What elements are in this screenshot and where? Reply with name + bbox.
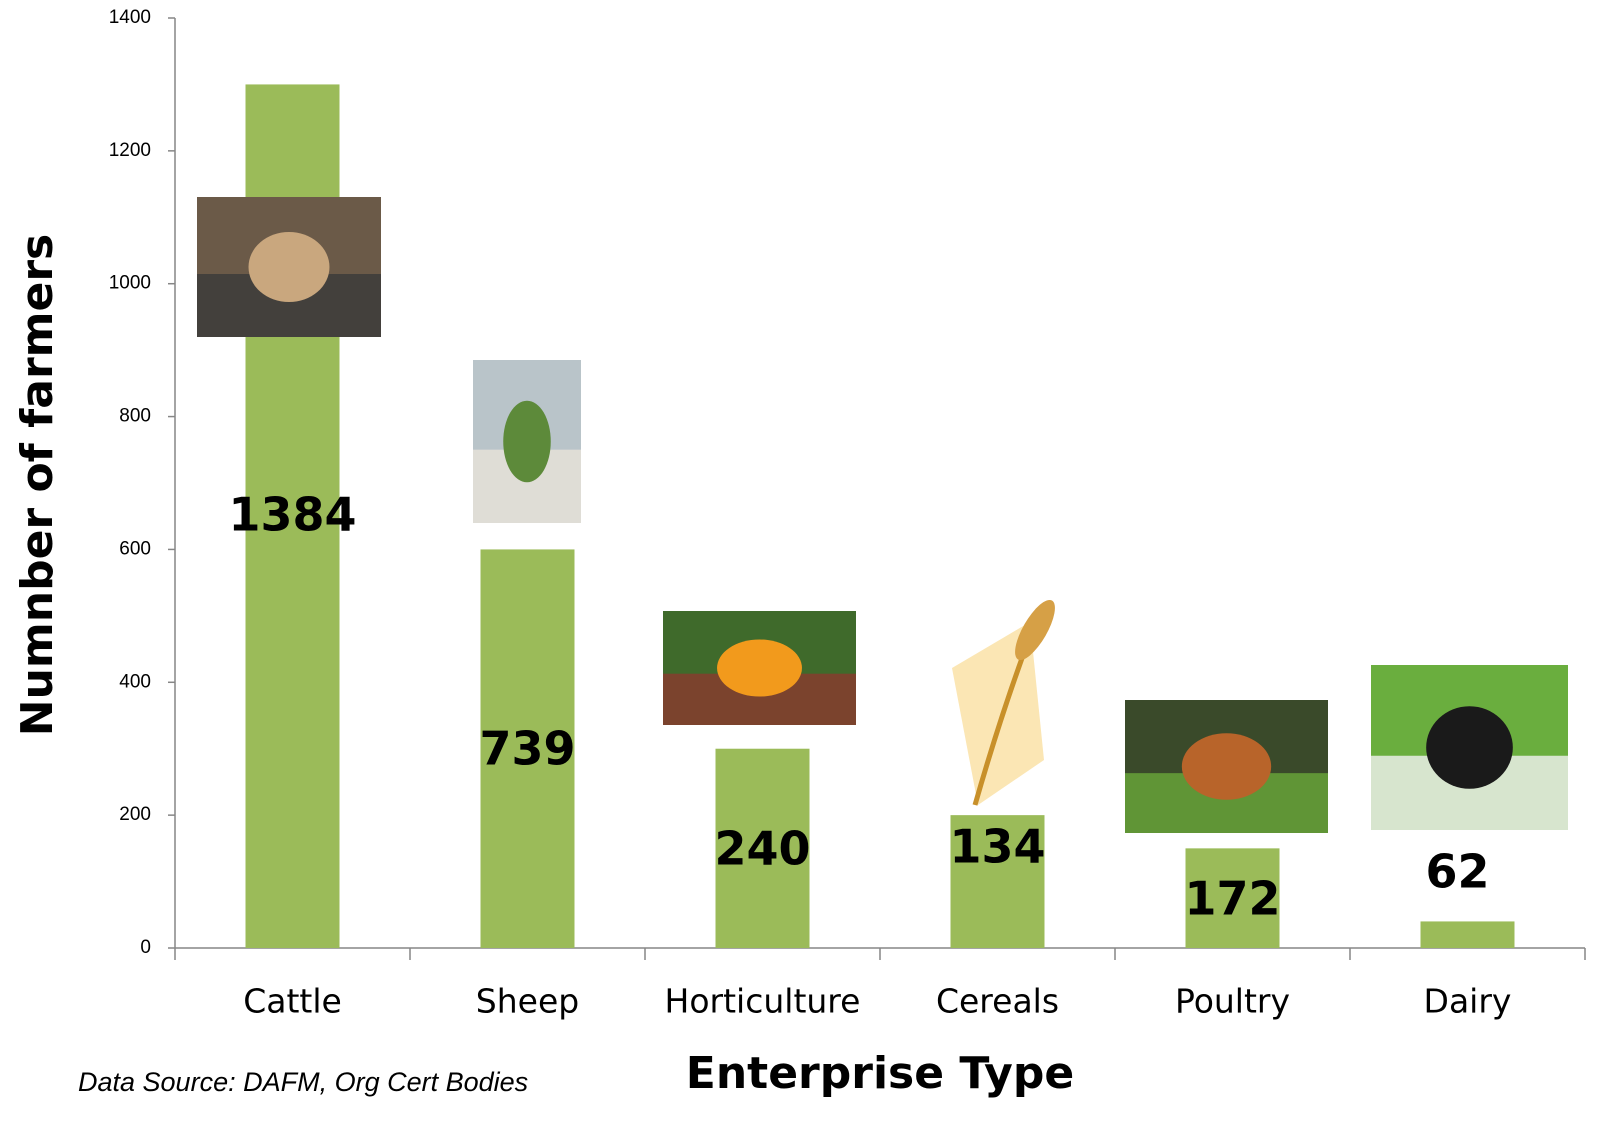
x-tick-label: Cattle <box>243 982 342 1021</box>
x-tick-label: Dairy <box>1424 982 1512 1021</box>
x-tick-label: Horticulture <box>665 982 861 1021</box>
picture <box>473 360 581 523</box>
picture-subject <box>503 401 551 483</box>
picture-subject <box>1426 706 1513 789</box>
annotation: 172 <box>1184 872 1280 926</box>
annotation: 1384 <box>228 488 356 542</box>
picture <box>1125 700 1328 833</box>
annotation: 62 <box>1425 845 1489 899</box>
y-tick-label: 800 <box>119 406 151 427</box>
x-axis-title: Enterprise Type <box>686 1048 1074 1099</box>
picture-subject <box>1182 733 1271 800</box>
x-tick-label: Cereals <box>936 982 1059 1021</box>
annotation: 134 <box>949 820 1045 874</box>
picture-subject <box>249 232 330 302</box>
picture <box>1371 665 1568 830</box>
wheat-picture <box>952 595 1062 805</box>
y-tick-label: 400 <box>119 671 151 692</box>
page: {"chart_data": {"type": "bar", "categori… <box>0 0 1609 1132</box>
annotation: 240 <box>714 822 810 876</box>
picture <box>197 197 381 337</box>
wheat-ear <box>1008 595 1063 666</box>
picture <box>663 611 856 725</box>
y-tick-label: 1400 <box>109 7 151 28</box>
picture-subject <box>717 640 802 697</box>
y-tick-label: 1000 <box>109 273 151 294</box>
x-tick-label: Sheep <box>476 982 579 1021</box>
y-tick-label: 600 <box>119 538 151 559</box>
y-tick-label: 200 <box>119 804 151 825</box>
annotation: 739 <box>479 722 575 776</box>
y-tick-label: 1200 <box>109 140 151 161</box>
y-tick-label: 0 <box>140 937 151 958</box>
y-axis-title: Numnber of farmers <box>12 234 63 736</box>
bar <box>1421 921 1515 948</box>
x-tick-label: Poultry <box>1175 982 1290 1021</box>
chart: Numnber of farmers Enterprise Type Data … <box>0 0 1609 1132</box>
source-note: Data Source: DAFM, Org Cert Bodies <box>78 1067 528 1097</box>
